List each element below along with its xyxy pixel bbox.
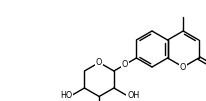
Text: O: O xyxy=(179,63,185,72)
Text: O: O xyxy=(96,58,102,67)
Text: O: O xyxy=(121,60,128,69)
Text: HO: HO xyxy=(60,90,72,99)
Text: OH: OH xyxy=(126,90,139,99)
